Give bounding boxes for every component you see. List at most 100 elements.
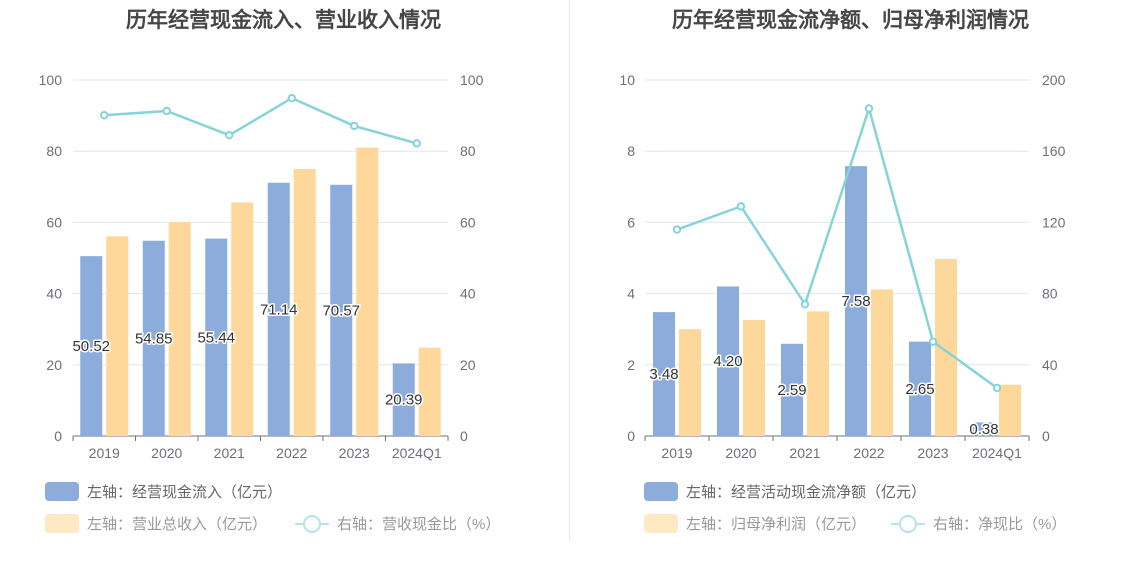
ratio-point [100,111,109,120]
bar-data-label: 0.38 [969,421,998,438]
ratio-point [992,383,1002,393]
y-right-tick-label: 40 [1042,357,1058,373]
x-tick-label: 2022 [276,445,307,461]
left-chart-panel: 历年经营现金流入、营业收入情况 0 20 40 60 80 100 0 20 40 60 80 100… [0,9,567,556]
bar-data-label: 7.58 [841,293,870,310]
y-left-tick-label: 20 [46,357,62,373]
right-chart-panel: 历年经营现金流净额、归母净利润情况 0 2 4 6 8 10 0 40 80 120 160 200 2… [567,0,1134,582]
legend-item-revenue[interactable]: 左轴：营业总收入（亿元） [45,513,267,534]
ratio-point [350,121,359,131]
y-right-tick-label: 80 [1042,286,1058,302]
bar-data-label: 2.65 [905,381,934,398]
legend-label-net-profit: 左轴：归母净利润（亿元） [686,516,867,533]
ratio-point [287,93,296,103]
legend-swatch-net-cash-flow [644,482,678,501]
bar-primary [330,184,353,436]
legend-line-icon-revenue-cash-ratio [295,514,329,533]
y-right-tick-label: 20 [460,357,476,373]
x-tick-label: 2023 [917,445,948,461]
bar-data-label: 55.44 [197,329,235,346]
ratio-point [672,225,682,234]
bar-primary [781,343,803,436]
x-tick-label: 2020 [151,445,182,461]
y-left-tick-label: 80 [46,143,62,159]
bar-secondary [168,222,191,436]
x-tick-label: 2021 [789,445,820,461]
bar-primary [267,182,290,436]
bar-data-label: 50.52 [72,338,110,355]
bar-data-label: 71.14 [260,301,298,318]
bar-primary [717,286,739,436]
ratio-point [412,139,421,148]
bar-secondary [106,236,129,436]
legend-swatch-revenue [45,514,79,533]
ratio-point [162,106,171,116]
ratio-point [800,300,810,309]
bar-secondary [231,202,254,436]
y-right-tick-label: 200 [1042,72,1066,88]
ratio-point [928,337,938,346]
ratio-point [736,202,746,211]
left-chart-title: 历年经营现金流入、营业收入情况 [126,9,441,32]
y-left-tick-label: 0 [54,428,62,444]
y-right-tick-label: 60 [460,214,476,230]
bar-primary [205,238,228,436]
bar-secondary [679,329,701,436]
legend-item-net-cash-ratio[interactable]: 右轴：净现比（%） [891,513,1066,534]
legend-label-revenue: 左轴：营业总收入（亿元） [87,516,268,533]
bar-secondary [871,289,893,436]
y-left-tick-label: 0 [627,428,635,444]
legend-label-revenue-cash-ratio: 右轴：营收现金比（%） [337,516,501,533]
y-right-tick-label: 80 [460,143,476,159]
y-left-tick-label: 4 [627,286,635,302]
x-tick-label: 2024Q1 [972,445,1022,461]
y-left-tick-label: 60 [46,214,62,230]
left-chart-legend: 左轴：经营现金流入（亿元） 左轴：营业总收入（亿元） 右轴：营收现金比（%） [0,476,567,556]
x-tick-label: 2024Q1 [392,445,442,461]
bar-primary [653,312,675,436]
y-right-tick-label: 0 [1042,428,1050,444]
legend-line-icon-net-cash-ratio [891,514,925,533]
y-left-tick-label: 40 [46,286,62,302]
legend-label-net-cash-ratio: 右轴：净现比（%） [933,516,1067,533]
bar-secondary [807,311,829,436]
bar-secondary [356,147,379,436]
bar-secondary [743,319,765,436]
y-left-tick-label: 8 [627,143,635,159]
legend-label-cash-inflow: 左轴：经营现金流入（亿元） [87,484,283,501]
bar-data-label: 3.48 [649,366,678,383]
legend-label-net-cash-flow: 左轴：经营活动现金流净额（亿元） [686,484,927,501]
bar-data-label: 54.85 [135,330,173,347]
legend-item-revenue-cash-ratio[interactable]: 右轴：营收现金比（%） [295,513,500,534]
bar-primary [909,341,931,436]
bar-primary [142,240,165,436]
bar-primary [80,256,103,436]
legend-item-net-cash-flow[interactable]: 左轴：经营活动现金流净额（亿元） [644,481,926,502]
y-right-tick-label: 120 [1042,214,1066,230]
bar-secondary [999,384,1021,436]
bar-data-label: 20.39 [385,392,423,409]
left-chart-svg: 0 20 40 60 80 100 0 20 40 60 80 100 2019 2020 2021 2022… [39,72,484,461]
right-chart-svg: 0 2 4 6 8 10 0 40 80 120 160 200 2019 2020 2021 2022 202… [619,72,1066,461]
y-left-tick-label: 6 [627,214,635,230]
x-tick-label: 2021 [214,445,245,461]
y-right-tick-label: 100 [460,72,484,88]
bar-secondary [935,259,957,436]
bar-data-label: 70.57 [322,302,360,319]
bar-data-label: 2.59 [777,382,806,399]
legend-item-net-profit[interactable]: 左轴：归母净利润（亿元） [644,513,866,534]
bar-data-label: 4.20 [713,353,742,370]
legend-swatch-cash-inflow [45,482,79,501]
ratio-point [864,104,874,113]
y-left-tick-label: 2 [627,357,635,373]
y-right-tick-label: 40 [460,286,476,302]
y-right-tick-label: 160 [1042,143,1066,159]
x-tick-label: 2023 [339,445,370,461]
bar-secondary [293,169,316,436]
right-chart-legend: 左轴：经营活动现金流净额（亿元） 左轴：归母净利润（亿元） 右轴：净现比（%） [567,476,1134,556]
legend-item-cash-inflow[interactable]: 左轴：经营现金流入（亿元） [45,481,282,502]
x-tick-label: 2019 [89,445,120,461]
x-tick-label: 2020 [725,445,756,461]
ratio-point [225,130,234,140]
bar-secondary [418,347,441,436]
